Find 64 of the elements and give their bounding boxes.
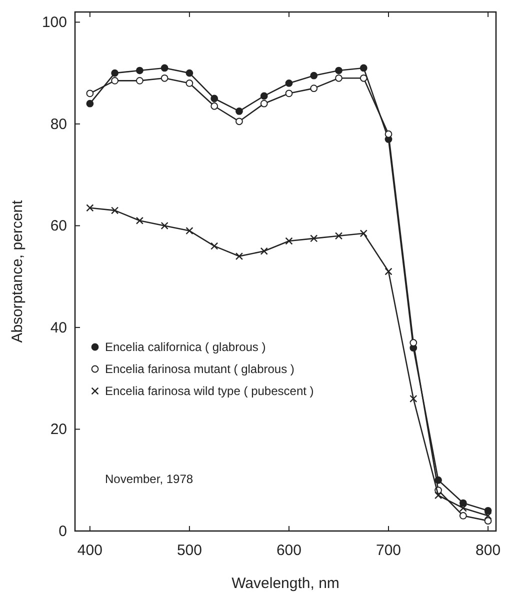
point — [160, 222, 168, 230]
y-axis-title: Absorptance, percent — [9, 199, 26, 343]
point — [111, 69, 119, 77]
point — [310, 72, 318, 80]
x-tick-label: 800 — [476, 542, 501, 559]
point — [484, 512, 492, 520]
point — [235, 252, 244, 260]
point — [459, 499, 467, 507]
point — [210, 242, 218, 250]
point — [484, 506, 492, 514]
point — [334, 232, 343, 240]
x-axis-title: Wavelength, nm — [232, 575, 340, 592]
point — [384, 268, 392, 276]
point — [186, 226, 194, 235]
point — [210, 94, 218, 102]
point — [86, 100, 94, 108]
point — [459, 512, 467, 520]
point — [285, 237, 293, 245]
point — [360, 230, 368, 238]
point — [160, 74, 168, 82]
annotation: November, 1978 — [105, 472, 194, 486]
point — [360, 64, 368, 72]
x-tick-label: 500 — [176, 542, 202, 559]
y-tick-label: 60 — [50, 218, 67, 235]
legend-label: Encelia californica ( glabrous ) — [105, 340, 266, 354]
point — [111, 76, 119, 84]
point — [236, 108, 243, 115]
legend-label: Encelia farinosa mutant ( glabrous ) — [105, 362, 294, 376]
point — [111, 206, 119, 214]
point — [136, 66, 144, 74]
y-tick-label: 40 — [50, 319, 67, 336]
point — [484, 517, 492, 525]
point — [335, 74, 342, 82]
point — [86, 204, 94, 212]
point — [285, 90, 293, 98]
point — [384, 130, 392, 138]
y-tick-label: 80 — [50, 116, 67, 133]
point — [260, 92, 268, 100]
legend-label: Encelia farinosa wild type ( pubescent ) — [105, 384, 314, 398]
point — [210, 102, 218, 110]
x-tick-label: 700 — [376, 542, 402, 559]
point — [335, 66, 342, 74]
y-tick-label: 100 — [42, 14, 67, 32]
point — [285, 80, 293, 87]
x-tick-label: 600 — [276, 542, 302, 559]
point — [236, 118, 243, 126]
point — [186, 69, 194, 77]
y-tick-label: 0 — [58, 523, 67, 540]
point — [310, 84, 318, 92]
point — [360, 74, 368, 82]
point — [410, 339, 418, 346]
y-tick-label: 20 — [50, 421, 67, 438]
point — [459, 504, 467, 512]
point — [260, 100, 268, 108]
point — [136, 76, 144, 84]
point — [434, 492, 442, 500]
point — [86, 90, 94, 98]
x-tick-label: 400 — [77, 542, 102, 559]
point — [310, 234, 318, 242]
point — [136, 216, 144, 224]
point — [410, 394, 418, 403]
point — [186, 80, 194, 87]
point — [260, 247, 268, 255]
point — [160, 64, 168, 72]
